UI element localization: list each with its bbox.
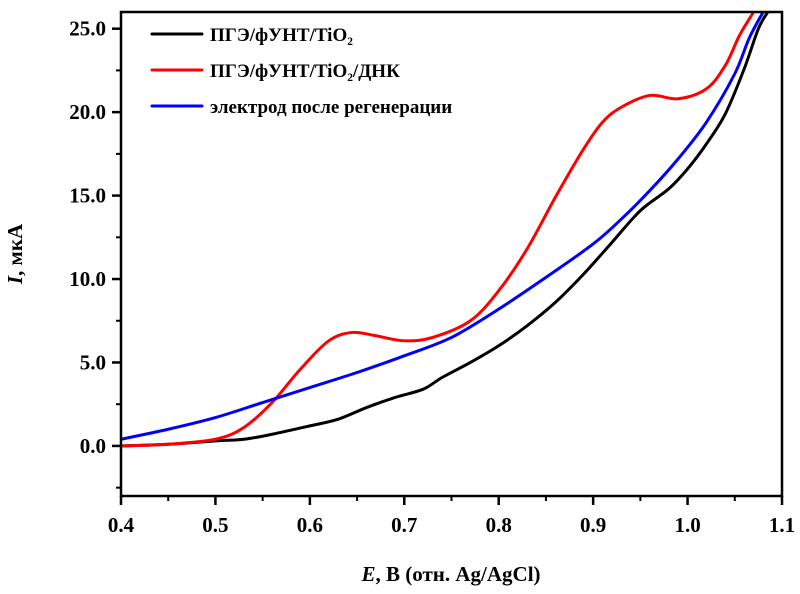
y-tick-label: 15.0: [69, 184, 106, 208]
x-tick-label: 0.8: [486, 513, 512, 537]
legend-entry-regenerated-electrode: электрод после регенерации: [150, 97, 452, 118]
series-line-0: [121, 12, 770, 448]
x-tick-label: 0.4: [108, 513, 135, 537]
legend-label-pge-funt-tio2: ПГЭ/фУНТ/TiO₂: [210, 25, 353, 46]
legend-entry-pge-funt-tio2: ПГЭ/фУНТ/TiO₂: [150, 25, 353, 46]
series-line-1: [121, 12, 756, 448]
x-tick-label: 1.1: [769, 513, 795, 537]
legend: ПГЭ/фУНТ/TiO₂ ПГЭ/фУНТ/TiO₂/ДНК электрод…: [150, 25, 452, 118]
y-axis-ticks: 0.0 5.0 10.0 15.0 20.0 25.0: [69, 17, 121, 489]
x-tick-label: 0.5: [202, 513, 228, 537]
series-line-2: [121, 12, 765, 441]
x-axis-title: E, В (отн. Ag/AgCl): [360, 562, 540, 586]
x-tick-label: 0.6: [297, 513, 323, 537]
y-tick-label: 10.0: [69, 267, 106, 291]
legend-label-pge-funt-tio2-dnk: ПГЭ/фУНТ/TiO₂/ДНК: [210, 61, 400, 82]
y-tick-label: 5.0: [80, 350, 106, 374]
plot-lines: [121, 12, 770, 448]
x-tick-label: 0.9: [580, 513, 606, 537]
y-tick-label: 25.0: [69, 17, 106, 41]
x-axis-ticks: 0.4 0.5 0.6 0.7 0.8 0.9 1.0 1.1: [108, 496, 795, 537]
y-tick-label: 20.0: [69, 100, 106, 124]
plot-frame: [119, 10, 784, 498]
legend-label-regenerated-electrode: электрод после регенерации: [210, 97, 452, 118]
legend-entry-pge-funt-tio2-dnk: ПГЭ/фУНТ/TiO₂/ДНК: [150, 61, 400, 82]
y-tick-label: 0.0: [80, 434, 106, 458]
x-tick-label: 0.7: [391, 513, 417, 537]
y-axis-title: I, мкА: [3, 223, 27, 285]
x-tick-label: 1.0: [674, 513, 700, 537]
